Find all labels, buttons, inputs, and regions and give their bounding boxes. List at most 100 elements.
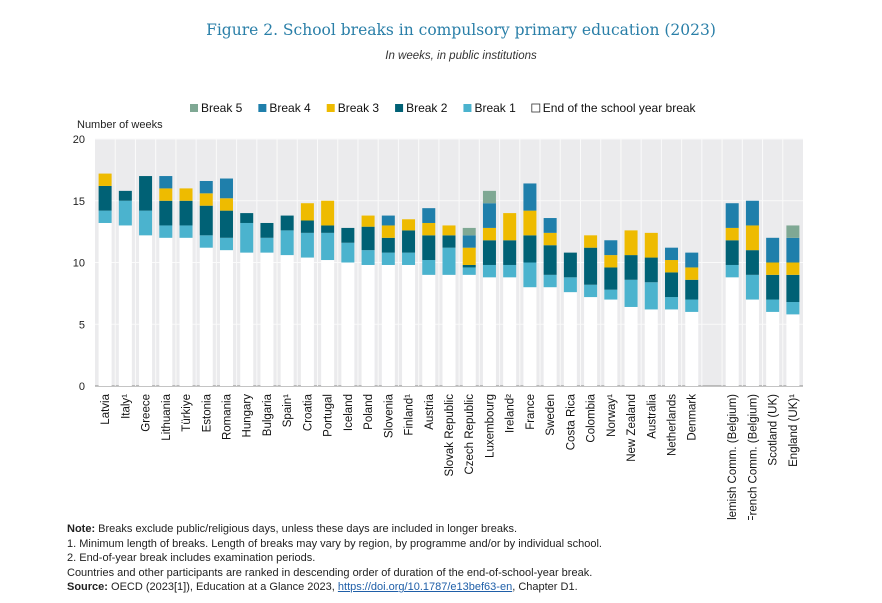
note-2: 2. End-of-year break includes examinatio… bbox=[67, 552, 316, 565]
bar-segment-break-3 bbox=[300, 203, 314, 221]
bar-segment-break-3 bbox=[584, 235, 598, 248]
bar-segment-break-1 bbox=[361, 250, 375, 265]
y-tick-label: 0 bbox=[79, 381, 85, 393]
bar-segment-break-2 bbox=[280, 215, 294, 231]
bar-segment-break-3 bbox=[786, 262, 800, 275]
bar-segment-break-2 bbox=[219, 210, 233, 238]
bar-segment-break-4 bbox=[745, 200, 759, 226]
bar-segment-break-4 bbox=[199, 180, 213, 194]
source-link[interactable]: https://doi.org/10.1787/e13bef63-en bbox=[337, 581, 513, 594]
bar-segment-break-1 bbox=[725, 264, 739, 278]
bar-segment-break-1 bbox=[422, 260, 436, 275]
bar-segment-break-4 bbox=[543, 218, 557, 233]
x-tick-label: Portugal bbox=[323, 394, 335, 437]
bar-segment-end-of-the-school-year-break bbox=[563, 292, 577, 386]
bar-segment-break-1 bbox=[462, 267, 476, 275]
bar-segment-break-1 bbox=[563, 277, 577, 293]
bar-segment-break-3 bbox=[665, 260, 679, 273]
x-tick-label: Spain¹ bbox=[282, 394, 294, 427]
bar-segment-break-2 bbox=[118, 190, 132, 201]
bar-segment-break-1 bbox=[280, 230, 294, 256]
bar-segment-break-3 bbox=[624, 230, 638, 256]
bar-segment-break-1 bbox=[159, 225, 173, 238]
x-tick-label: Italy¹ bbox=[120, 394, 132, 419]
bar-segment-break-2 bbox=[321, 225, 335, 233]
x-tick-label: Poland bbox=[363, 394, 375, 430]
y-axis-label: Number of weeks bbox=[77, 119, 163, 131]
source-text: OECD (2023[1]), Education at a Glance 20… bbox=[107, 581, 338, 594]
bar-segment-break-2 bbox=[563, 252, 577, 278]
bar-segment-end-of-the-school-year-break bbox=[523, 287, 537, 386]
y-tick-label: 5 bbox=[79, 319, 85, 331]
bar-segment-break-1 bbox=[745, 274, 759, 300]
bar-segment-break-1 bbox=[523, 262, 537, 288]
bar-segment-break-1 bbox=[543, 274, 557, 288]
bar-segment-break-2 bbox=[179, 200, 193, 226]
legend-swatch bbox=[326, 104, 335, 112]
bar-segment-break-1 bbox=[786, 302, 800, 315]
legend-label: Break 1 bbox=[474, 101, 516, 115]
bar-segment-break-3 bbox=[98, 173, 112, 186]
bar-segment-break-2 bbox=[766, 274, 780, 300]
x-tick-label: Croatia bbox=[302, 393, 314, 431]
chart-subtitle: In weeks, in public institutions bbox=[385, 50, 537, 62]
bar-segment-end-of-the-school-year-break bbox=[219, 250, 233, 386]
bar-segment-break-2 bbox=[361, 226, 375, 251]
bar-segment-break-2 bbox=[159, 200, 173, 226]
bar-segment-end-of-the-school-year-break bbox=[402, 264, 416, 386]
x-tick-label: Hungary bbox=[242, 394, 254, 438]
bar-segment-break-3 bbox=[321, 200, 335, 226]
bar-segment-break-2 bbox=[240, 213, 254, 223]
note-label: Note: bbox=[67, 523, 96, 535]
bar-segment-break-2 bbox=[402, 230, 416, 253]
x-tick-label: Estonia bbox=[201, 393, 213, 432]
bar-segment-break-3 bbox=[402, 219, 416, 231]
legend-swatch bbox=[531, 103, 541, 113]
bar-segment-break-2 bbox=[260, 222, 274, 238]
bar-segment-break-1 bbox=[584, 284, 598, 298]
bar-segment-break-3 bbox=[462, 247, 476, 265]
bar-segment-break-2 bbox=[442, 235, 456, 248]
bar-segment-end-of-the-school-year-break bbox=[644, 309, 658, 386]
bar-segment-break-1 bbox=[139, 210, 153, 236]
bar-segment-break-3 bbox=[381, 225, 395, 238]
bar-segment-end-of-the-school-year-break bbox=[300, 257, 314, 386]
bar-segment-end-of-the-school-year-break bbox=[725, 277, 739, 386]
bar-segment-end-of-the-school-year-break bbox=[422, 274, 436, 386]
bar-segment-end-of-the-school-year-break bbox=[159, 237, 173, 386]
bar-segment-break-3 bbox=[523, 210, 537, 236]
bar-segment-end-of-the-school-year-break bbox=[260, 252, 274, 386]
bar-segment-end-of-the-school-year-break bbox=[341, 262, 355, 386]
bar-segment-end-of-the-school-year-break bbox=[321, 260, 335, 386]
bar-segment-break-4 bbox=[685, 252, 699, 268]
legend-label: End of the school year break bbox=[543, 101, 697, 115]
bar-segment-break-4 bbox=[482, 203, 496, 228]
bar-segment-break-3 bbox=[159, 188, 173, 201]
bar-segment-end-of-the-school-year-break bbox=[199, 247, 213, 386]
bar-segment-break-1 bbox=[381, 252, 395, 265]
bar-segment-break-4 bbox=[604, 240, 618, 256]
x-tick-label: France bbox=[525, 394, 537, 430]
bar-segment-end-of-the-school-year-break bbox=[98, 222, 112, 386]
bar-segment-break-1 bbox=[341, 242, 355, 263]
note-1: 1. Minimum length of breaks. Length of b… bbox=[67, 537, 602, 550]
bar-segment-break-2 bbox=[725, 240, 739, 265]
x-tick-label: Denmark bbox=[687, 394, 699, 441]
legend-swatch bbox=[463, 104, 472, 112]
bar-segment-break-2 bbox=[584, 247, 598, 285]
bar-segment-break-4 bbox=[159, 176, 173, 189]
bar-segment-break-3 bbox=[361, 215, 375, 227]
x-tick-label: French Comm. (Belgium) bbox=[747, 394, 759, 520]
bar-segment-break-2 bbox=[462, 264, 476, 268]
bar-segment-break-3 bbox=[422, 222, 436, 236]
bar-segment-break-1 bbox=[665, 297, 679, 310]
bar-segment-break-4 bbox=[219, 178, 233, 199]
x-tick-label: Austria bbox=[424, 393, 436, 429]
bar-segment-end-of-the-school-year-break bbox=[503, 277, 517, 386]
bar-segment-break-4 bbox=[462, 235, 476, 248]
bar-segment-break-2 bbox=[422, 235, 436, 261]
bar-segment-break-1 bbox=[300, 232, 314, 258]
bar-segment-break-1 bbox=[624, 279, 638, 307]
bar-segment-break-1 bbox=[321, 232, 335, 261]
stacked-bar-chart: 0 5 10 15 20 Number of weeks Latvia Italy¹ Greec… bbox=[73, 101, 803, 520]
